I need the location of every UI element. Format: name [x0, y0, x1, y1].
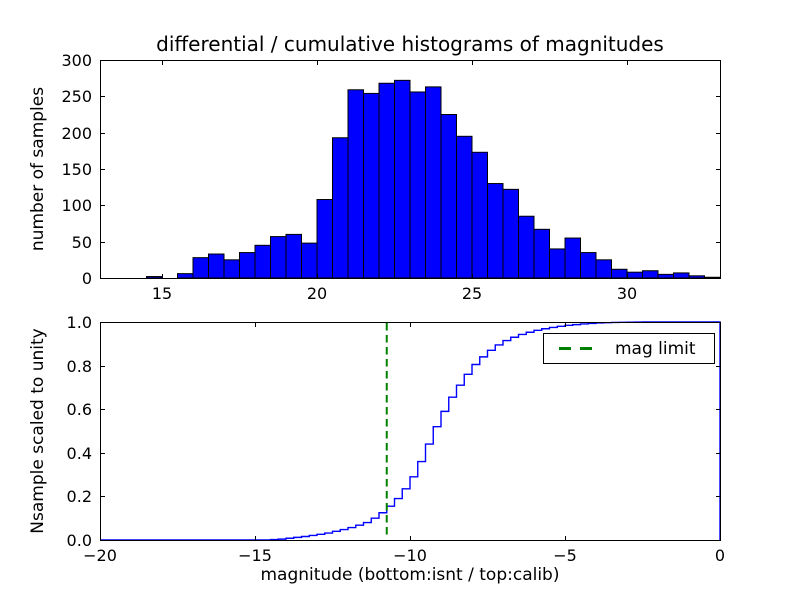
- top-ytick-label: 200: [61, 123, 92, 143]
- bottom-ytick-label: 0.6: [66, 400, 92, 420]
- histogram-bar: [239, 252, 256, 279]
- histogram-bar: [394, 79, 411, 279]
- histogram-bar: [611, 268, 628, 279]
- histogram-bar: [316, 199, 333, 279]
- legend-box: mag limit: [543, 333, 715, 364]
- histogram-bar: [502, 188, 519, 279]
- histogram-bar: [533, 228, 550, 279]
- top-xtick-label: 30: [616, 284, 638, 303]
- histogram-bar: [688, 275, 705, 279]
- top-ytick-label: 250: [61, 87, 92, 107]
- histogram-bar: [595, 259, 612, 279]
- histogram-bar: [378, 82, 395, 279]
- histogram-bar: [456, 135, 473, 279]
- histogram-bar: [673, 272, 690, 279]
- bottom-xtick-label: −5: [553, 546, 577, 565]
- bottom-ytick-label: 0.8: [66, 356, 92, 376]
- histogram-bar: [487, 183, 504, 279]
- histogram-bar: [657, 273, 674, 279]
- top-xtick-label: 20: [306, 284, 328, 303]
- histogram-bar: [440, 114, 457, 279]
- bottom-xtick-label: 0: [714, 546, 726, 565]
- cumulative-curve: [100, 321, 721, 541]
- bottom-ytick-label: 1.0: [66, 313, 92, 332]
- histogram-bar: [549, 248, 566, 279]
- histogram-bar: [580, 252, 597, 279]
- histogram-bar: [301, 242, 318, 279]
- bottom-ytick-label: 0.0: [66, 531, 92, 550]
- histogram-bar: [254, 244, 271, 279]
- histogram-bar: [192, 257, 209, 279]
- top-ytick-label: 0: [81, 269, 92, 288]
- bottom-ytick-label: 0.4: [66, 443, 92, 463]
- top-xtick-label: 15: [151, 284, 173, 303]
- histogram-bar: [347, 89, 364, 279]
- histogram-bar: [146, 276, 163, 279]
- top-ytick-label: 50: [71, 232, 92, 252]
- histogram-bar: [270, 236, 287, 279]
- histogram-bar: [223, 259, 240, 279]
- histogram-bar: [564, 237, 581, 279]
- legend-label: mag limit: [615, 338, 696, 359]
- histogram-bar: [208, 253, 225, 279]
- histogram-bar: [409, 91, 426, 279]
- histogram-bar: [363, 92, 380, 279]
- top-axes-frame: [100, 60, 721, 279]
- histogram-bar: [425, 86, 442, 279]
- top-ytick-label: 100: [61, 196, 92, 216]
- bottom-xtick-label: −10: [393, 546, 427, 565]
- histogram-bar: [704, 276, 721, 279]
- histogram-bar: [332, 137, 349, 279]
- top-xtick-label: 25: [461, 284, 483, 303]
- bottom-xtick-label: −15: [238, 546, 272, 565]
- histogram-bar: [471, 151, 488, 279]
- bottom-axes-frame: [100, 322, 721, 541]
- histogram-bar: [285, 233, 302, 279]
- histogram-bar: [177, 273, 194, 279]
- bottom-xtick-label: −20: [83, 546, 117, 565]
- histogram-bar: [626, 271, 643, 279]
- histogram-bar: [518, 215, 535, 279]
- histogram-bar: [642, 270, 659, 279]
- bottom-ytick-label: 0.2: [66, 487, 92, 507]
- top-ytick-label: 300: [61, 51, 92, 70]
- top-ytick-label: 150: [61, 160, 92, 179]
- bottom-xlabel: magnitude (bottom:isnt / top:calib): [260, 565, 560, 585]
- legend-dashed-line-sample: [559, 347, 599, 350]
- top-plot-title: differential / cumulative histograms of …: [156, 32, 664, 56]
